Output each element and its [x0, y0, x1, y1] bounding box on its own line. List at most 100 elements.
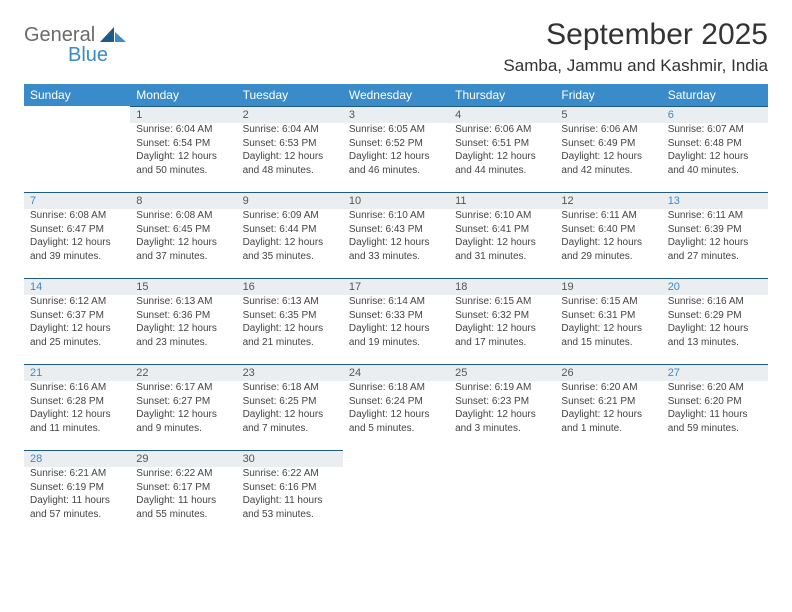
- daylight-line2: and 19 minutes.: [349, 336, 443, 350]
- daylight-line2: and 1 minute.: [561, 422, 655, 436]
- calendar-week-row: 1Sunrise: 6:04 AMSunset: 6:54 PMDaylight…: [24, 106, 768, 192]
- day-details: Sunrise: 6:15 AMSunset: 6:32 PMDaylight:…: [449, 295, 555, 353]
- calendar-day-cell: 14Sunrise: 6:12 AMSunset: 6:37 PMDayligh…: [24, 278, 130, 364]
- sunset-text: Sunset: 6:53 PM: [243, 137, 337, 151]
- daylight-line2: and 29 minutes.: [561, 250, 655, 264]
- sunrise-text: Sunrise: 6:18 AM: [243, 381, 337, 395]
- sunset-text: Sunset: 6:20 PM: [668, 395, 762, 409]
- daylight-line2: and 27 minutes.: [668, 250, 762, 264]
- sunrise-text: Sunrise: 6:08 AM: [136, 209, 230, 223]
- brand-logo: General Blue: [24, 18, 126, 67]
- day-number: 11: [449, 192, 555, 209]
- sunset-text: Sunset: 6:28 PM: [30, 395, 124, 409]
- calendar-day-cell: 9Sunrise: 6:09 AMSunset: 6:44 PMDaylight…: [237, 192, 343, 278]
- day-number: 30: [237, 450, 343, 467]
- day-number: 24: [343, 364, 449, 381]
- calendar-day-cell: 28Sunrise: 6:21 AMSunset: 6:19 PMDayligh…: [24, 450, 130, 536]
- sunset-text: Sunset: 6:36 PM: [136, 309, 230, 323]
- calendar-empty-cell: [662, 450, 768, 536]
- sunset-text: Sunset: 6:54 PM: [136, 137, 230, 151]
- day-number: 28: [24, 450, 130, 467]
- sunset-text: Sunset: 6:40 PM: [561, 223, 655, 237]
- calendar-day-cell: 5Sunrise: 6:06 AMSunset: 6:49 PMDaylight…: [555, 106, 661, 192]
- calendar-day-cell: 8Sunrise: 6:08 AMSunset: 6:45 PMDaylight…: [130, 192, 236, 278]
- day-details: Sunrise: 6:04 AMSunset: 6:53 PMDaylight:…: [237, 123, 343, 181]
- daylight-line1: Daylight: 12 hours: [243, 150, 337, 164]
- sunrise-text: Sunrise: 6:06 AM: [455, 123, 549, 137]
- calendar-day-cell: 27Sunrise: 6:20 AMSunset: 6:20 PMDayligh…: [662, 364, 768, 450]
- month-title: September 2025: [503, 18, 768, 52]
- sunrise-text: Sunrise: 6:19 AM: [455, 381, 549, 395]
- day-number: 19: [555, 278, 661, 295]
- logo-text-block: General Blue: [24, 24, 126, 67]
- sunrise-text: Sunrise: 6:07 AM: [668, 123, 762, 137]
- day-details: Sunrise: 6:07 AMSunset: 6:48 PMDaylight:…: [662, 123, 768, 181]
- calendar-day-cell: 6Sunrise: 6:07 AMSunset: 6:48 PMDaylight…: [662, 106, 768, 192]
- calendar-empty-cell: [24, 106, 130, 192]
- day-details: Sunrise: 6:05 AMSunset: 6:52 PMDaylight:…: [343, 123, 449, 181]
- day-details: Sunrise: 6:15 AMSunset: 6:31 PMDaylight:…: [555, 295, 661, 353]
- sunset-text: Sunset: 6:48 PM: [668, 137, 762, 151]
- day-details: Sunrise: 6:17 AMSunset: 6:27 PMDaylight:…: [130, 381, 236, 439]
- daylight-line2: and 50 minutes.: [136, 164, 230, 178]
- day-details: Sunrise: 6:18 AMSunset: 6:24 PMDaylight:…: [343, 381, 449, 439]
- day-number: 20: [662, 278, 768, 295]
- daylight-line2: and 42 minutes.: [561, 164, 655, 178]
- sunset-text: Sunset: 6:33 PM: [349, 309, 443, 323]
- calendar-week-row: 28Sunrise: 6:21 AMSunset: 6:19 PMDayligh…: [24, 450, 768, 536]
- sunset-text: Sunset: 6:24 PM: [349, 395, 443, 409]
- calendar-empty-cell: [343, 450, 449, 536]
- calendar-day-cell: 13Sunrise: 6:11 AMSunset: 6:39 PMDayligh…: [662, 192, 768, 278]
- sunset-text: Sunset: 6:25 PM: [243, 395, 337, 409]
- day-number: 23: [237, 364, 343, 381]
- day-details: Sunrise: 6:14 AMSunset: 6:33 PMDaylight:…: [343, 295, 449, 353]
- day-number: 17: [343, 278, 449, 295]
- day-number: 8: [130, 192, 236, 209]
- sunrise-text: Sunrise: 6:04 AM: [243, 123, 337, 137]
- sunrise-text: Sunrise: 6:22 AM: [243, 467, 337, 481]
- daylight-line1: Daylight: 12 hours: [30, 236, 124, 250]
- daylight-line1: Daylight: 12 hours: [561, 236, 655, 250]
- day-details: Sunrise: 6:06 AMSunset: 6:49 PMDaylight:…: [555, 123, 661, 181]
- day-details: Sunrise: 6:19 AMSunset: 6:23 PMDaylight:…: [449, 381, 555, 439]
- sunrise-text: Sunrise: 6:12 AM: [30, 295, 124, 309]
- sunrise-text: Sunrise: 6:20 AM: [668, 381, 762, 395]
- sunrise-text: Sunrise: 6:18 AM: [349, 381, 443, 395]
- daylight-line1: Daylight: 12 hours: [243, 408, 337, 422]
- day-details: Sunrise: 6:20 AMSunset: 6:21 PMDaylight:…: [555, 381, 661, 439]
- calendar-day-cell: 30Sunrise: 6:22 AMSunset: 6:16 PMDayligh…: [237, 450, 343, 536]
- location-subtitle: Samba, Jammu and Kashmir, India: [503, 56, 768, 76]
- sunset-text: Sunset: 6:41 PM: [455, 223, 549, 237]
- daylight-line2: and 25 minutes.: [30, 336, 124, 350]
- sunset-text: Sunset: 6:16 PM: [243, 481, 337, 495]
- calendar-day-cell: 11Sunrise: 6:10 AMSunset: 6:41 PMDayligh…: [449, 192, 555, 278]
- daylight-line1: Daylight: 12 hours: [243, 236, 337, 250]
- weekday-header: Thursday: [449, 84, 555, 106]
- daylight-line1: Daylight: 12 hours: [136, 236, 230, 250]
- sunrise-text: Sunrise: 6:15 AM: [561, 295, 655, 309]
- day-number: 10: [343, 192, 449, 209]
- sunset-text: Sunset: 6:17 PM: [136, 481, 230, 495]
- day-details: Sunrise: 6:18 AMSunset: 6:25 PMDaylight:…: [237, 381, 343, 439]
- calendar-day-cell: 7Sunrise: 6:08 AMSunset: 6:47 PMDaylight…: [24, 192, 130, 278]
- calendar-day-cell: 1Sunrise: 6:04 AMSunset: 6:54 PMDaylight…: [130, 106, 236, 192]
- daylight-line2: and 59 minutes.: [668, 422, 762, 436]
- day-details: Sunrise: 6:16 AMSunset: 6:28 PMDaylight:…: [24, 381, 130, 439]
- day-details: Sunrise: 6:11 AMSunset: 6:39 PMDaylight:…: [662, 209, 768, 267]
- daylight-line2: and 46 minutes.: [349, 164, 443, 178]
- calendar-header-row: SundayMondayTuesdayWednesdayThursdayFrid…: [24, 84, 768, 106]
- sunrise-text: Sunrise: 6:21 AM: [30, 467, 124, 481]
- logo-word-general: General: [24, 24, 95, 46]
- day-number: 7: [24, 192, 130, 209]
- day-number: 6: [662, 106, 768, 123]
- daylight-line2: and 15 minutes.: [561, 336, 655, 350]
- calendar-day-cell: 18Sunrise: 6:15 AMSunset: 6:32 PMDayligh…: [449, 278, 555, 364]
- day-number: 5: [555, 106, 661, 123]
- daylight-line2: and 3 minutes.: [455, 422, 549, 436]
- daylight-line1: Daylight: 12 hours: [455, 236, 549, 250]
- calendar-day-cell: 19Sunrise: 6:15 AMSunset: 6:31 PMDayligh…: [555, 278, 661, 364]
- sunrise-text: Sunrise: 6:09 AM: [243, 209, 337, 223]
- day-number: 29: [130, 450, 236, 467]
- calendar-day-cell: 3Sunrise: 6:05 AMSunset: 6:52 PMDaylight…: [343, 106, 449, 192]
- sunrise-text: Sunrise: 6:16 AM: [668, 295, 762, 309]
